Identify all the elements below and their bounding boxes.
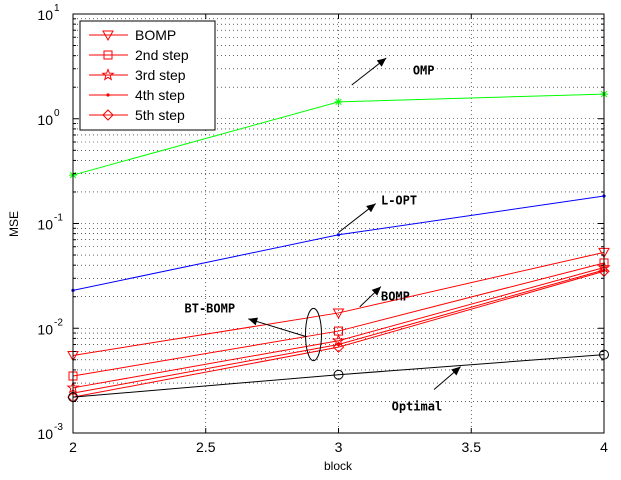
legend-entry-5th-step: 5th step <box>89 107 185 123</box>
annotation-label-bt-bomp: BT-BOMP <box>185 301 236 315</box>
legend-marker <box>102 109 114 121</box>
series-line-optimal <box>72 354 605 398</box>
annotation-arrowhead-bt-bomp <box>248 317 259 326</box>
y-tick-label: 10 <box>37 426 53 442</box>
y-axis-title: MSE <box>7 211 21 237</box>
legend-label: 5th step <box>135 107 185 123</box>
annotation-label-bomp: BOMP <box>381 290 410 304</box>
annotation-arrowhead-l-opt <box>366 203 376 213</box>
series-lines <box>66 90 611 403</box>
legend-label: 2nd step <box>135 47 189 63</box>
y-tick-label: 10 <box>37 7 53 23</box>
x-tick-label: 2 <box>69 439 77 455</box>
annotation-arrowhead-optimal <box>451 366 461 376</box>
annotation-label-omp: OMP <box>413 63 435 77</box>
series-line-2nd-step <box>72 262 605 377</box>
data-point-bomp <box>332 308 345 319</box>
legend-label: BOMP <box>135 27 176 43</box>
data-point-optimal <box>333 369 344 380</box>
y-tick-exponent: -1 <box>54 213 63 224</box>
legend-marker <box>102 30 114 42</box>
x-tick-label: 3.5 <box>462 439 482 455</box>
data-point-4th-step <box>336 342 341 347</box>
y-tick-label: 10 <box>37 217 53 233</box>
y-tick-label: 10 <box>37 112 53 128</box>
legend-marker <box>101 68 115 81</box>
series-line-bomp <box>72 251 605 356</box>
annotation-label-optimal: Optimal <box>392 399 443 413</box>
x-tick-label: 2.5 <box>196 439 216 455</box>
legend-entry-2nd-step: 2nd step <box>89 47 189 63</box>
y-tick-exponent: -2 <box>54 317 63 328</box>
y-tick-exponent: -3 <box>54 422 63 433</box>
x-axis-title: block <box>324 459 353 473</box>
x-tick-label: 3 <box>335 439 343 455</box>
annotation-arrowhead-omp <box>376 58 387 67</box>
legend-marker <box>103 50 113 60</box>
y-tick-exponent: 0 <box>54 108 60 119</box>
annotations: OMP L-OPT BOMP BT-BOMP Optimal <box>185 57 461 413</box>
data-point-omp <box>334 97 343 106</box>
legend: BOMP 2nd step 3rd step 4th step 5th step <box>79 20 216 131</box>
annotation-arrow-bt-bomp <box>248 318 307 338</box>
legend-entry-4th-step: 4th step <box>89 87 185 103</box>
data-point-5th-step <box>332 341 345 353</box>
y-tick-exponent: 1 <box>54 3 60 14</box>
annotation-label-l-opt: L-OPT <box>381 194 417 208</box>
legend-label: 4th step <box>135 87 185 103</box>
series-line-5th-step <box>72 270 605 398</box>
legend-entry-bomp: BOMP <box>89 27 176 43</box>
legend-label: 3rd step <box>135 67 186 83</box>
group-ellipse <box>305 307 322 362</box>
annotation-arrowhead-bomp <box>371 286 381 296</box>
legend-entry-3rd-step: 3rd step <box>89 67 186 83</box>
y-tick-label: 10 <box>37 321 53 337</box>
legend-marker <box>106 93 110 97</box>
data-point-l-opt <box>336 233 341 237</box>
x-tick-label: 4 <box>600 439 608 455</box>
series-line-3rd-step <box>72 267 605 389</box>
